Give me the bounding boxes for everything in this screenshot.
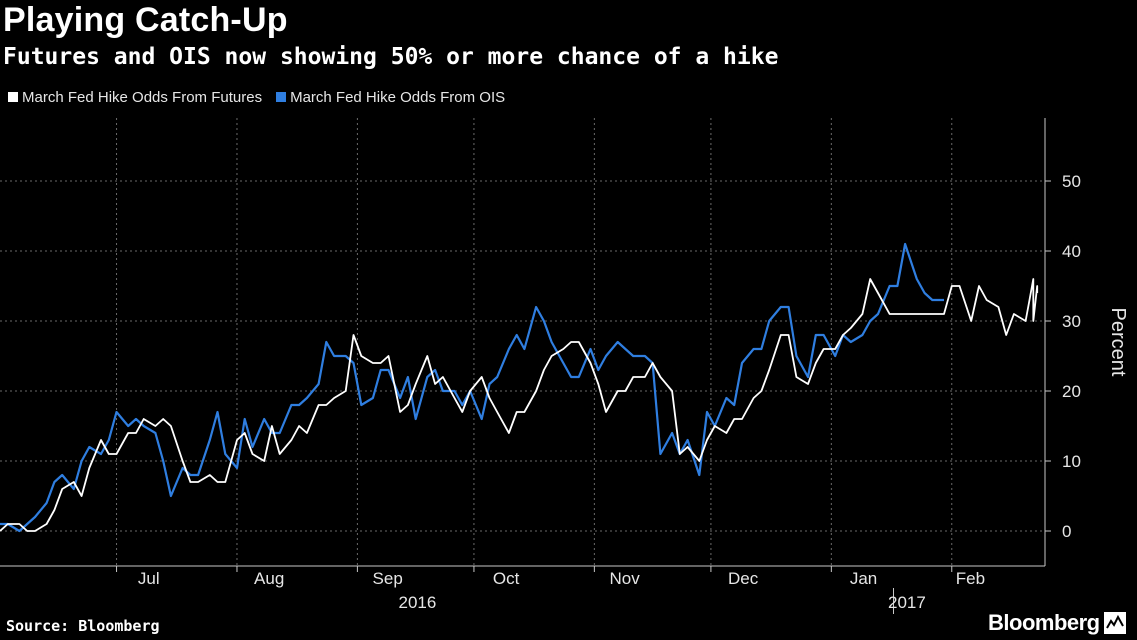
chart-subtitle: Futures and OIS now showing 50% or more … — [3, 44, 779, 70]
series-line-futures — [0, 278, 1039, 532]
bloomberg-mark-icon — [1103, 612, 1126, 634]
y-tick-label: 20 — [1062, 382, 1081, 401]
x-tick-label: Nov — [610, 569, 641, 588]
bloomberg-logo: Bloomberg — [988, 610, 1126, 636]
legend-label-futures: March Fed Hike Odds From Futures — [22, 88, 263, 106]
year-label: 2017 — [888, 593, 926, 612]
legend-swatch-ois — [276, 92, 287, 102]
x-tick-label: Dec — [728, 569, 759, 588]
y-tick-label: 30 — [1062, 312, 1081, 331]
source-note: Source: Bloomberg — [6, 617, 160, 635]
x-tick-label: Oct — [493, 569, 520, 588]
x-tick-label: Sep — [373, 569, 403, 588]
year-label: 2016 — [399, 593, 437, 612]
x-tick-label: Jan — [850, 569, 877, 588]
y-tick-label: 10 — [1062, 452, 1081, 471]
legend-item-futures: March Fed Hike Odds From Futures — [8, 89, 262, 106]
brand-name: Bloomberg — [988, 610, 1100, 635]
chart-legend: March Fed Hike Odds From Futures March F… — [8, 86, 505, 108]
chart-title: Playing Catch-Up — [3, 1, 288, 39]
legend-item-ois: March Fed Hike Odds From OIS — [276, 89, 505, 106]
y-tick-label: 40 — [1062, 242, 1081, 261]
y-axis-label: Percent — [1107, 308, 1129, 377]
legend-swatch-futures — [8, 92, 18, 102]
x-tick-label: Jul — [138, 569, 160, 588]
y-tick-label: 50 — [1062, 172, 1081, 191]
y-tick-label: 0 — [1062, 522, 1071, 541]
legend-label-ois: March Fed Hike Odds From OIS — [290, 88, 506, 106]
x-tick-label: Aug — [254, 569, 284, 588]
x-tick-label: Feb — [956, 569, 985, 588]
